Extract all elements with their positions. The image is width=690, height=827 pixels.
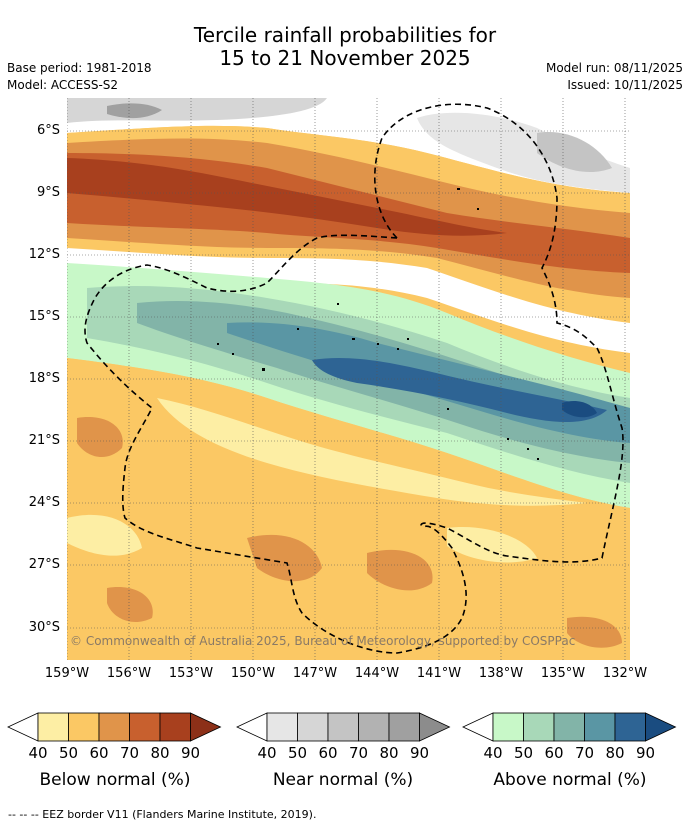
model-label: Model: ACCESS-S2 xyxy=(7,78,119,92)
lat-label-15s: 15°S xyxy=(28,309,60,324)
title-line-1: Tercile rainfall probabilities for xyxy=(193,23,497,47)
legend-title-below-normal: Below normal (%) xyxy=(39,770,191,790)
lat-label-12s: 12°S xyxy=(28,247,60,262)
colorbar-segment-high xyxy=(190,712,222,742)
colorbar-segment xyxy=(492,712,524,742)
lon-label-132w: 132°W xyxy=(602,666,648,681)
below-normal-40-patch-2 xyxy=(447,527,537,563)
colorbar-tick-label: 40 xyxy=(483,744,503,762)
near-normal-grey-3 xyxy=(537,132,612,173)
above-normal-80 xyxy=(312,358,607,423)
eez-borders xyxy=(84,103,624,654)
colorbar-tick-label: 50 xyxy=(58,744,79,762)
colorbar-segment xyxy=(523,712,555,742)
eez-footnote: -- -- -- EEZ border V11 (Flanders Marine… xyxy=(8,808,317,821)
colorbar-segment xyxy=(584,712,616,742)
lon-label-153w: 153°W xyxy=(168,666,214,681)
colorbar-tick-label: 60 xyxy=(318,744,338,762)
gridlines xyxy=(67,98,630,660)
below-normal-80 xyxy=(67,158,507,236)
colorbar-segment xyxy=(68,712,100,742)
colorbar-segment xyxy=(266,712,298,742)
lat-label-24s: 24°S xyxy=(28,495,60,510)
lat-label-30s: 30°S xyxy=(28,620,60,635)
colorbar-below-normal xyxy=(7,712,222,742)
below-normal-60-patch-5 xyxy=(567,616,622,648)
lat-label-21s: 21°S xyxy=(28,433,60,448)
title-line-2: 15 to 21 November 2025 xyxy=(219,46,471,70)
near-normal-grey-2 xyxy=(417,112,630,193)
colorbar-tick-label: 70 xyxy=(574,744,595,762)
colorbar-segment xyxy=(297,712,329,742)
colorbar-segment xyxy=(98,712,130,742)
below-normal-60-patch-4 xyxy=(107,587,153,623)
base-period-label: Base period: 1981-2018 xyxy=(7,61,152,75)
colorbar-segment-high xyxy=(645,712,677,742)
below-normal-60-patch-2 xyxy=(247,534,322,582)
below-normal-40-south xyxy=(157,398,587,506)
below-normal-60-patch-3 xyxy=(367,549,433,591)
colorbar-tick-label: 90 xyxy=(635,744,656,762)
colorbar-tick-label: 90 xyxy=(409,744,430,762)
colorbar-segment xyxy=(129,712,161,742)
colorbar-tick-label: 60 xyxy=(89,744,109,762)
lat-label-18s: 18°S xyxy=(28,371,60,386)
lon-label-144w: 144°W xyxy=(354,666,400,681)
colorbars xyxy=(7,712,677,742)
issued-label: Issued: 10/11/2025 xyxy=(567,78,683,92)
lon-label-141w: 141°W xyxy=(416,666,462,681)
colorbar-near-normal xyxy=(236,712,451,742)
colorbar-segment-low xyxy=(7,712,39,742)
colorbar-segment xyxy=(614,712,646,742)
lat-label-6s: 6°S xyxy=(36,123,60,138)
copyright-notice: © Commonwealth of Australia 2025, Bureau… xyxy=(70,634,576,648)
map-canvas xyxy=(67,98,630,660)
colorbar-segment-low xyxy=(462,712,494,742)
colorbar-tick-label: 40 xyxy=(257,744,277,762)
colorbar-tick-label: 80 xyxy=(150,744,170,762)
colorbar-tick-label: 90 xyxy=(180,744,201,762)
lon-label-147w: 147°W xyxy=(292,666,338,681)
colorbar-tick-label: 80 xyxy=(379,744,399,762)
colorbar-segment xyxy=(37,712,69,742)
map-title: Tercile rainfall probabilities for 15 to… xyxy=(0,24,690,70)
lon-label-138w: 138°W xyxy=(478,666,524,681)
colorbar-above-normal xyxy=(462,712,677,742)
probability-map: © Commonwealth of Australia 2025, Bureau… xyxy=(67,98,630,660)
colorbar-segment xyxy=(159,712,191,742)
colorbar-segment xyxy=(388,712,420,742)
lat-label-27s: 27°S xyxy=(28,557,60,572)
colorbar-tick-label: 50 xyxy=(513,744,534,762)
colorbar-tick-label: 40 xyxy=(28,744,48,762)
lon-label-156w: 156°W xyxy=(106,666,152,681)
colorbar-segment xyxy=(327,712,359,742)
colorbar-tick-label: 70 xyxy=(119,744,140,762)
colorbar-segment xyxy=(553,712,585,742)
colorbar-segment xyxy=(358,712,390,742)
colorbar-tick-label: 80 xyxy=(605,744,625,762)
legend-title-above-normal: Above normal (%) xyxy=(493,770,647,790)
islands xyxy=(217,188,539,460)
legend-title-near-normal: Near normal (%) xyxy=(272,770,414,790)
near-normal-grey-dark xyxy=(107,103,162,119)
colorbar-segment-low xyxy=(236,712,268,742)
below-normal-60-patch-1 xyxy=(77,417,123,458)
colorbar-tick-label: 70 xyxy=(348,744,369,762)
colorbar-tick-label: 50 xyxy=(287,744,308,762)
colorbar-segment-high xyxy=(419,712,451,742)
lon-label-135w: 135°W xyxy=(540,666,586,681)
lon-label-159w: 159°W xyxy=(44,666,90,681)
below-normal-40-patch xyxy=(67,514,142,556)
model-run-label: Model run: 08/11/2025 xyxy=(545,61,683,75)
lat-label-9s: 9°S xyxy=(36,185,60,200)
above-normal-90 xyxy=(562,401,597,418)
colorbar-tick-label: 60 xyxy=(544,744,564,762)
lon-label-150w: 150°W xyxy=(230,666,276,681)
